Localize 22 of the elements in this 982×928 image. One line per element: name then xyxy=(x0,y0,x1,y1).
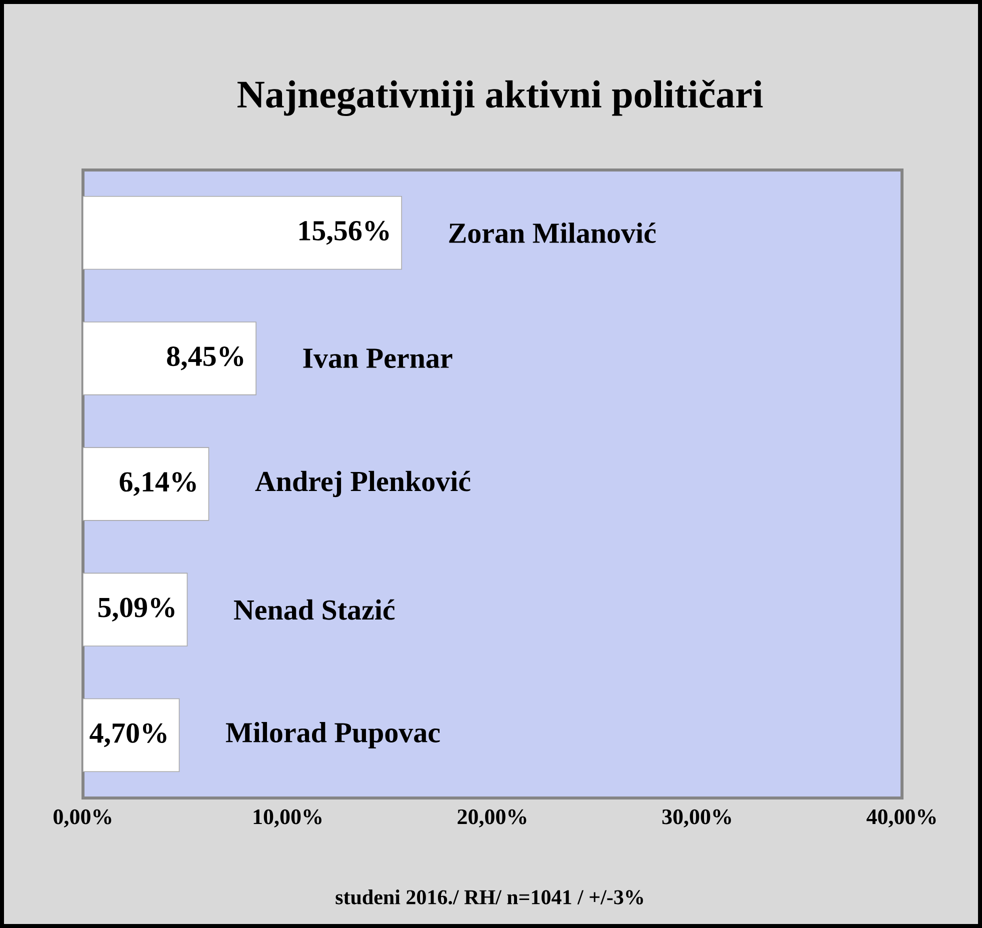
x-tick-label: 40,00% xyxy=(866,809,936,828)
data-label: 4,70% xyxy=(90,723,166,748)
chart-title: Najnegativniji aktivni političari xyxy=(238,80,763,116)
x-tick-label: 0,00% xyxy=(54,809,112,828)
bar xyxy=(82,447,210,521)
y-tick-label: Nenad Stazić xyxy=(234,599,395,620)
bar xyxy=(82,698,180,772)
data-label: 8,45% xyxy=(167,346,244,370)
bar xyxy=(82,322,256,396)
text: studeni 2016./ RH/ n=1041 / +/-3% xyxy=(336,890,643,904)
y-tick-label: Andrej Plenković xyxy=(255,470,470,498)
data-label: 15,56% xyxy=(299,220,389,245)
data-label: 6,14% xyxy=(120,472,196,496)
bar xyxy=(82,196,402,270)
x-tick-label: 10,00% xyxy=(254,809,322,828)
y-tick-label: Zoran Milanović xyxy=(449,222,656,244)
x-tick-label: 20,00% xyxy=(458,809,526,828)
bar xyxy=(82,572,188,646)
data-label: 5,09% xyxy=(98,598,174,622)
x-tick-label: 30,00% xyxy=(662,809,731,828)
y-tick-label: Milorad Pupovac xyxy=(226,722,440,748)
y-tick-label: Ivan Pernar xyxy=(303,348,452,368)
